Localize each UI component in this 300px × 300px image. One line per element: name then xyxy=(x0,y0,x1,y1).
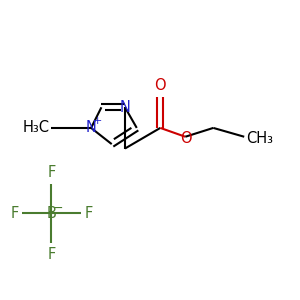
Text: +: + xyxy=(93,116,102,126)
Text: F: F xyxy=(47,247,56,262)
Text: N: N xyxy=(119,100,130,115)
Text: O: O xyxy=(154,78,166,93)
Text: F: F xyxy=(84,206,93,221)
Text: F: F xyxy=(10,206,18,221)
Text: N: N xyxy=(86,120,97,135)
Text: B: B xyxy=(46,206,56,221)
Text: O: O xyxy=(180,131,192,146)
Text: F: F xyxy=(47,165,56,180)
Text: CH₃: CH₃ xyxy=(247,131,274,146)
Text: H₃C: H₃C xyxy=(23,120,50,135)
Text: −: − xyxy=(52,202,63,214)
